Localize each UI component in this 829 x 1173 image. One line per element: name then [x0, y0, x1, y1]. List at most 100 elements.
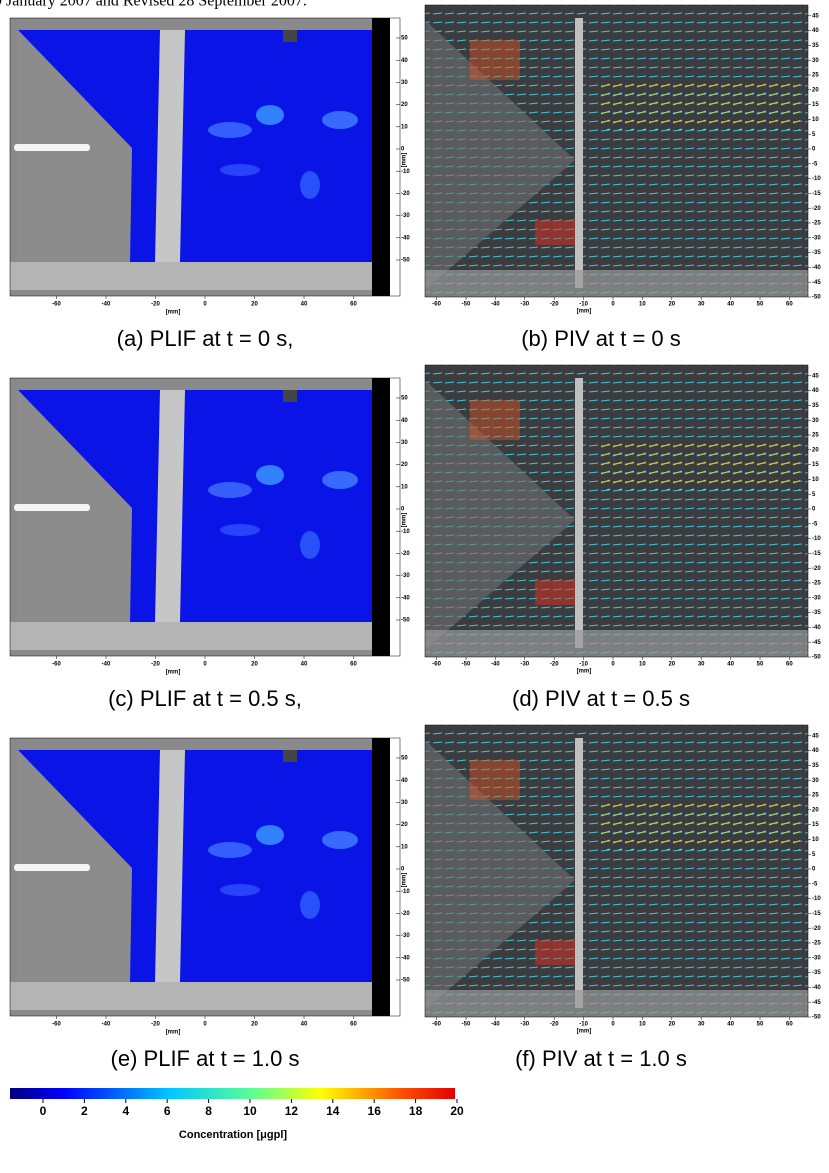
- y-tick-label: 0: [401, 507, 405, 513]
- x-tick-label: 60: [786, 1022, 793, 1028]
- y-tick-label: -50: [401, 618, 410, 624]
- x-tick-label: -10: [579, 1022, 588, 1028]
- y-tick-label: 40: [812, 748, 819, 754]
- x-tick-label: -20: [550, 302, 559, 308]
- colorbar-tick-label: 6: [164, 1104, 171, 1118]
- y-tick-label: -20: [401, 551, 410, 557]
- x-tick-label: 40: [727, 1022, 734, 1028]
- x-tick-label: -50: [462, 1022, 471, 1028]
- page: 9 January 2007 and Revised 28 September …: [0, 0, 829, 1173]
- piv-image: [425, 5, 808, 297]
- x-tick-label: -40: [491, 1022, 500, 1028]
- y-tick-label: 25: [812, 793, 819, 799]
- y-tick-label: 10: [401, 484, 408, 490]
- y-tick-label: -50: [401, 978, 410, 984]
- x-tick-label: 20: [668, 662, 675, 668]
- y-tick-label: -20: [401, 911, 410, 917]
- x-tick-label: -40: [102, 1022, 111, 1028]
- piv-caption: (d) PIV at t = 0.5 s: [512, 686, 690, 711]
- y-tick-label: -20: [812, 206, 821, 212]
- y-tick-label: -50: [401, 258, 410, 264]
- x-tick-label: 0: [203, 1022, 207, 1028]
- colorbar-tick-label: 20: [450, 1104, 464, 1118]
- x-tick-label: -40: [102, 662, 111, 668]
- y-tick-label: 40: [401, 58, 408, 64]
- y-tick-label: -40: [812, 985, 821, 991]
- x-unit: [mm]: [166, 310, 181, 316]
- y-tick-label: 5: [812, 492, 816, 498]
- x-tick-label: 20: [251, 302, 258, 308]
- y-tick-label: 15: [812, 822, 819, 828]
- x-tick-label: 60: [350, 302, 357, 308]
- x-tick-label: 20: [251, 1022, 258, 1028]
- y-tick-label: -10: [401, 889, 410, 895]
- y-tick-label: -5: [812, 881, 818, 887]
- x-tick-label: 60: [350, 1022, 357, 1028]
- y-tick-label: -40: [812, 625, 821, 631]
- row: -60-40-200204060[mm]50403020100-10-20-30…: [10, 725, 821, 1071]
- x-tick-label: 0: [611, 1022, 615, 1028]
- x-unit: [mm]: [577, 1029, 592, 1035]
- x-tick-label: 0: [611, 302, 615, 308]
- y-tick-label: 20: [812, 87, 819, 93]
- x-tick-label: -40: [491, 662, 500, 668]
- x-tick-label: -10: [579, 662, 588, 668]
- x-tick-label: -20: [151, 662, 160, 668]
- y-tick-label: 5: [812, 852, 816, 858]
- colorbar-tick-label: 12: [285, 1104, 299, 1118]
- y-tick-label: 25: [812, 73, 819, 79]
- y-tick-label: 35: [812, 43, 819, 49]
- piv-image: [425, 365, 808, 657]
- x-tick-label: 40: [727, 662, 734, 668]
- y-tick-label: -5: [812, 521, 818, 527]
- x-unit: [mm]: [166, 1030, 181, 1036]
- y-tick-label: -10: [812, 896, 821, 902]
- y-tick-label: 30: [401, 800, 408, 806]
- y-tick-label: 5: [812, 132, 816, 138]
- x-tick-label: -20: [151, 302, 160, 308]
- y-tick-label: 20: [401, 102, 408, 108]
- y-tick-label: 20: [401, 462, 408, 468]
- y-tick-label: 30: [401, 440, 408, 446]
- y-tick-label: 40: [401, 418, 408, 424]
- x-tick-label: -30: [520, 302, 529, 308]
- x-tick-label: -50: [462, 302, 471, 308]
- x-tick-label: 0: [611, 662, 615, 668]
- x-tick-label: 40: [301, 662, 308, 668]
- y-tick-label: -10: [401, 169, 410, 175]
- colorbar-tick-label: 8: [205, 1104, 212, 1118]
- y-tick-label: -45: [812, 280, 821, 286]
- x-tick-label: 30: [698, 662, 705, 668]
- y-tick-label: 30: [401, 80, 408, 86]
- x-unit: [mm]: [577, 309, 592, 315]
- x-tick-label: -60: [432, 302, 441, 308]
- y-unit: [mm]: [402, 153, 408, 168]
- y-tick-label: 10: [812, 837, 819, 843]
- y-tick-label: 30: [812, 778, 819, 784]
- x-tick-label: -20: [151, 1022, 160, 1028]
- y-tick-label: 10: [812, 477, 819, 483]
- y-tick-label: 40: [812, 388, 819, 394]
- y-tick-label: -35: [812, 970, 821, 976]
- y-tick-label: 15: [812, 462, 819, 468]
- y-tick-label: 45: [812, 373, 819, 379]
- y-tick-label: 10: [401, 124, 408, 130]
- x-tick-label: 40: [301, 302, 308, 308]
- y-tick-label: 20: [812, 807, 819, 813]
- y-tick-label: 45: [812, 733, 819, 739]
- x-tick-label: -40: [102, 302, 111, 308]
- y-tick-label: 45: [812, 13, 819, 19]
- x-tick-label: -60: [432, 1022, 441, 1028]
- y-tick-label: -15: [812, 911, 821, 917]
- y-tick-label: -25: [812, 581, 821, 587]
- figure: 9 January 2007 and Revised 28 September …: [0, 0, 829, 1173]
- x-tick-label: 60: [350, 662, 357, 668]
- x-tick-label: 30: [698, 1022, 705, 1028]
- x-tick-label: 20: [668, 1022, 675, 1028]
- y-tick-label: 25: [812, 433, 819, 439]
- y-tick-label: -20: [812, 566, 821, 572]
- y-tick-label: 50: [401, 756, 408, 762]
- y-tick-label: -5: [812, 161, 818, 167]
- y-tick-label: 15: [812, 102, 819, 108]
- x-tick-label: 10: [639, 662, 646, 668]
